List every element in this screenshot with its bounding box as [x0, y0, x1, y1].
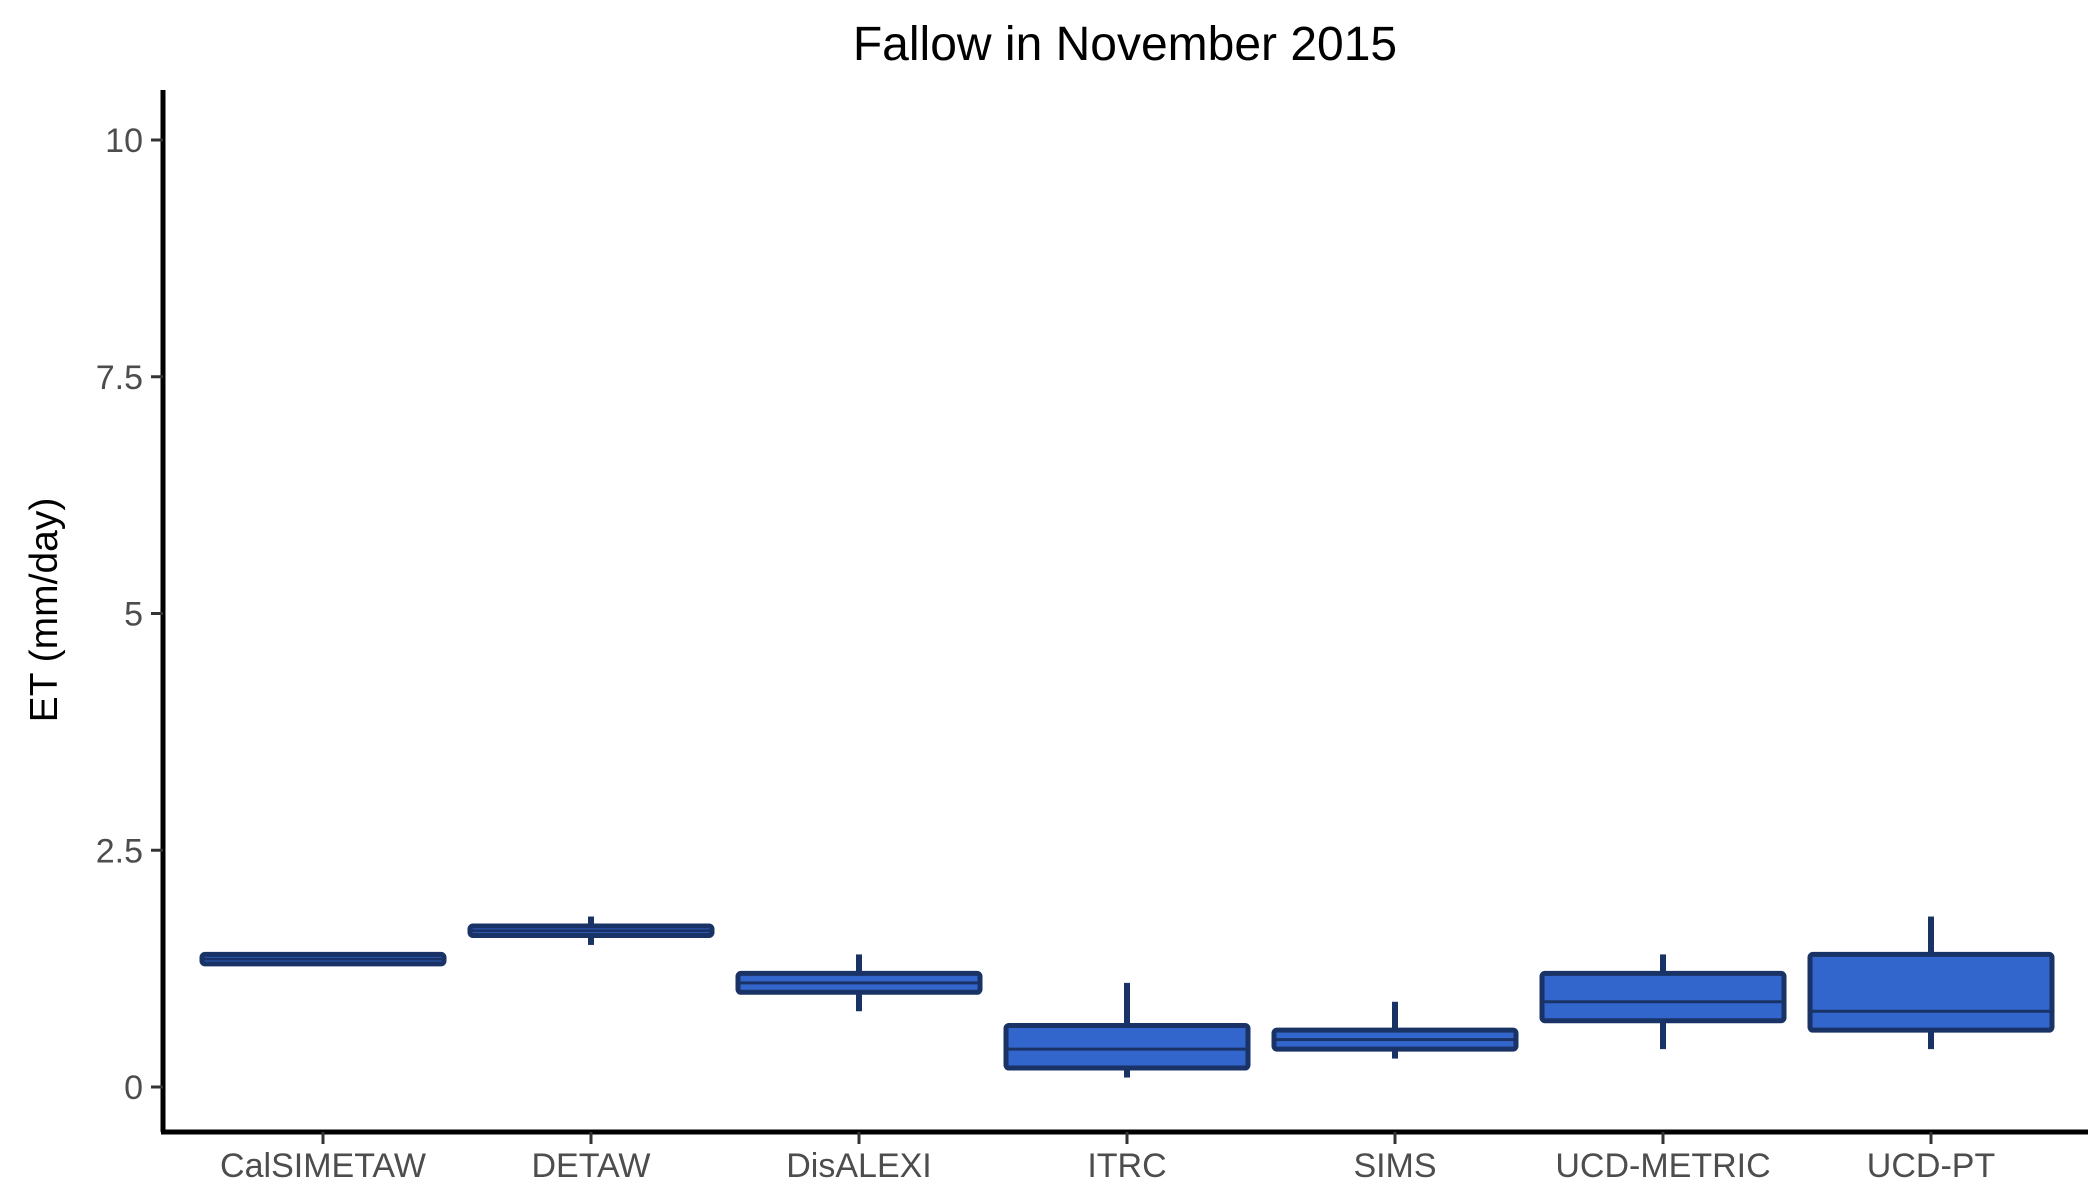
- box-sims: [1271, 1001, 1519, 1059]
- y-tick-label: 7.5: [96, 359, 143, 397]
- x-tick-label: DETAW: [532, 1147, 651, 1185]
- x-tick-label: UCD-METRIC: [1555, 1147, 1770, 1185]
- chart-title: Fallow in November 2015: [853, 18, 1397, 71]
- box-body: [1539, 970, 1787, 1024]
- box-body: [1807, 951, 2055, 1033]
- box-body: [1003, 1022, 1251, 1071]
- x-tick-label: UCD-PT: [1867, 1147, 1995, 1185]
- box-ucd-metric: [1539, 954, 1787, 1050]
- box-detaw: [467, 916, 715, 945]
- x-tick-label: SIMS: [1353, 1147, 1436, 1185]
- boxes: [199, 916, 2055, 1078]
- y-ticks: 0 2.5 5 7.5 10: [96, 122, 163, 1107]
- y-tick-label: 2.5: [96, 832, 143, 870]
- y-tick-label: 10: [105, 122, 143, 160]
- box-itrc: [1003, 982, 1251, 1078]
- box-ucd-pt: [1807, 916, 2055, 1050]
- y-tick-label: 5: [124, 596, 143, 634]
- x-tick-label: ITRC: [1087, 1147, 1166, 1185]
- y-axis-label: ET (mm/day): [23, 498, 66, 723]
- x-tick-label: DisALEXI: [786, 1147, 932, 1185]
- x-tick-label: CalSIMETAW: [220, 1147, 426, 1185]
- box-calsimetaw: [199, 951, 447, 967]
- x-ticks: CalSIMETAW DETAW DisALEXI ITRC SIMS UCD-METRI…: [220, 1132, 1995, 1185]
- y-tick-label: 0: [124, 1069, 143, 1107]
- box-disalexi: [735, 954, 983, 1012]
